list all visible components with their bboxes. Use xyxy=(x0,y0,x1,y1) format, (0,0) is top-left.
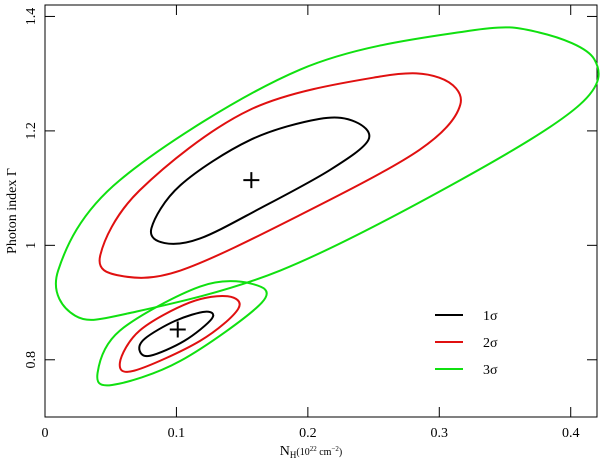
contour xyxy=(96,280,268,387)
y-tick-label: 1.4 xyxy=(24,8,39,26)
x-tick-label: 0.3 xyxy=(431,426,449,441)
contour xyxy=(138,310,215,358)
x-tick-label: 0 xyxy=(42,426,49,441)
x-axis-label-part: 22 xyxy=(310,445,318,453)
x-tick-label: 0.1 xyxy=(168,426,186,441)
x-axis-label: NH(1022 cm−2) xyxy=(280,444,342,460)
plot-frame xyxy=(44,4,598,418)
y-axis-label: Photon index Γ xyxy=(5,168,20,254)
y-tick-label: 1.2 xyxy=(24,122,39,140)
x-axis-label-part: cm xyxy=(317,447,332,458)
x-axis-label-part: N xyxy=(280,444,290,459)
contour xyxy=(149,116,371,245)
x-axis-label-part: (10 xyxy=(296,447,309,458)
x-tick-label: 0.4 xyxy=(562,426,580,441)
x-axis-label-part: −2 xyxy=(331,445,339,453)
legend-label: 2σ xyxy=(483,336,498,351)
best-fit-marker xyxy=(243,172,260,189)
y-tick-label: 0.8 xyxy=(24,351,39,369)
contour xyxy=(118,294,241,373)
best-fit-marker xyxy=(169,321,186,338)
x-axis-label-part: ) xyxy=(339,447,342,458)
contour xyxy=(54,26,600,321)
x-tick-label: 0.2 xyxy=(299,426,317,441)
legend-label: 1σ xyxy=(483,309,498,324)
y-tick-label: 1 xyxy=(24,242,39,249)
legend-label: 3σ xyxy=(483,363,498,378)
x-axis-label-part: H xyxy=(290,450,297,460)
contour xyxy=(98,72,462,279)
